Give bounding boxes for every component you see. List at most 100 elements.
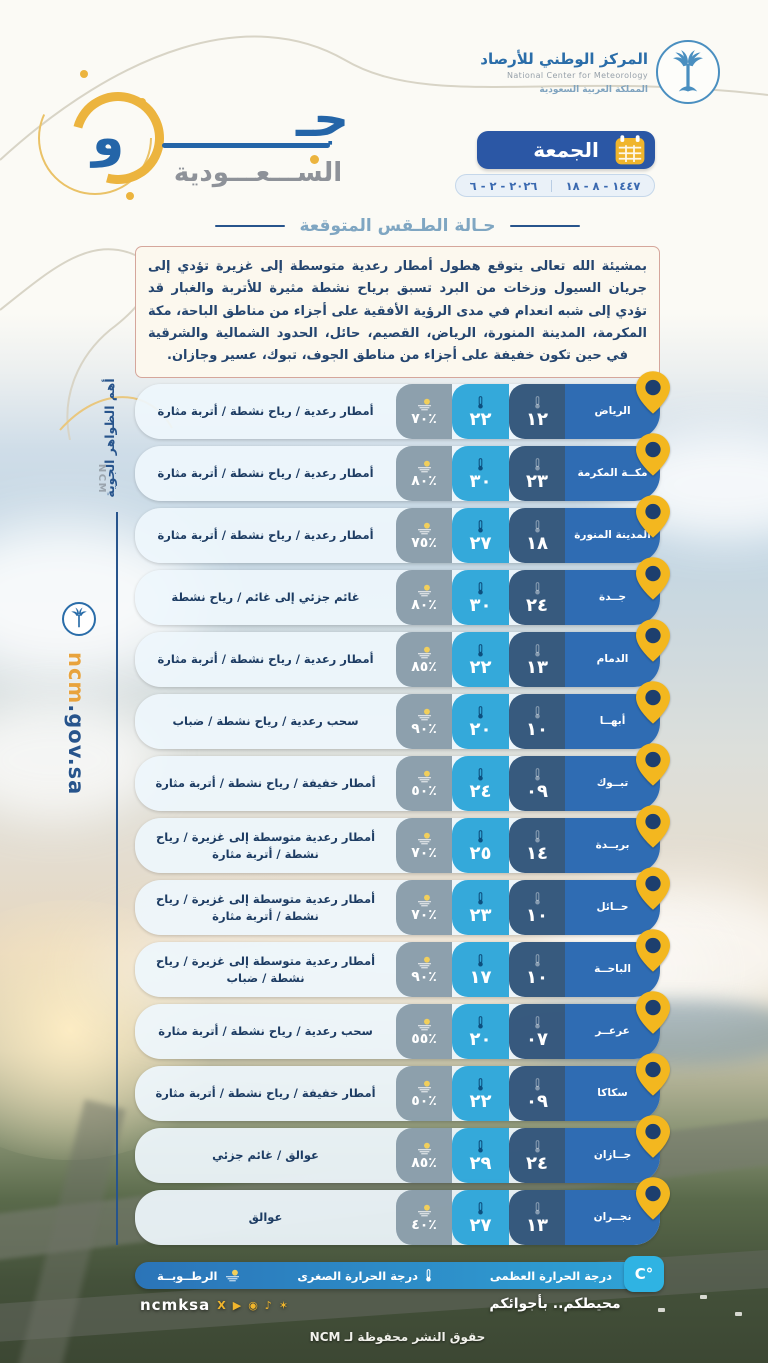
calendar-icon (615, 135, 645, 165)
weather-row: الرياض ١٢ ٢٢ (135, 371, 670, 439)
date-divider (551, 179, 552, 192)
humidity-value: ٨٠٪ (411, 596, 437, 613)
min-temp-value: ١٠ (526, 966, 548, 988)
humidity-cell: ٥٠٪ (396, 756, 452, 811)
copyright-text: حقوق النشر محفوظة لـ NCM (309, 1330, 486, 1344)
location-pin-icon (636, 557, 670, 600)
legend-min-temp: درجة الحرارة الصغرى (297, 1269, 433, 1283)
min-thermometer-icon (534, 1201, 540, 1215)
humidity-value: ٩٠٪ (411, 968, 437, 985)
humidity-sun-icon (417, 956, 431, 969)
weather-description: أمطار خفيفة / رياح نشطة / أتربة مثارة (155, 776, 376, 791)
social-handle: ncmksa (140, 1296, 211, 1314)
max-temp-value: ٢٠ (469, 718, 492, 740)
city-name: الرياض (594, 404, 631, 417)
humidity-value: ٥٥٪ (411, 1030, 437, 1047)
logo-waw-letter: و (92, 108, 125, 168)
max-temp-value: ٢٢ (469, 408, 492, 430)
ncm-header-text: المركز الوطني للأرصاد National Center fo… (468, 50, 648, 95)
hijri-date: ١٤٤٧ - ٨ - ١٨ (565, 178, 641, 193)
title-line (215, 225, 286, 227)
max-temp-value: ٢٠ (469, 1028, 492, 1050)
min-thermometer-icon (534, 519, 540, 533)
min-temp-cell: ١٣ (509, 632, 565, 687)
city-name: عرعــر (595, 1024, 630, 1037)
weather-row: جــدة ٢٤ ٣٠ (135, 557, 670, 625)
humidity-value: ٧٠٪ (411, 410, 437, 427)
celsius-badge: C° (624, 1256, 664, 1292)
humidity-cell: ٩٠٪ (396, 942, 452, 997)
weather-description: سحب رعدية / رياح نشطة / ضباب (172, 714, 359, 729)
max-thermometer-icon (478, 1015, 483, 1029)
humidity-value: ٨٥٪ (411, 1154, 437, 1171)
date-strip: ١٤٤٧ - ٨ - ١٨ ٢٠٢٦ - ٢ - ٦ (455, 174, 655, 197)
min-temp-cell: ١٠ (509, 880, 565, 935)
day-name: الجمعة (533, 138, 599, 162)
humidity-sun-icon (417, 646, 431, 659)
location-pin-icon (636, 743, 670, 786)
min-temp-cell: ١٢ (509, 384, 565, 439)
humidity-cell: ٧٠٪ (396, 384, 452, 439)
social-snapchat-icon: ✶ (278, 1298, 289, 1312)
humidity-sun-icon (417, 1080, 431, 1093)
min-temp-cell: ٢٣ (509, 446, 565, 501)
humidity-cell: ٧٥٪ (396, 508, 452, 563)
min-thermometer-icon (534, 1077, 540, 1091)
humidity-sun-icon (417, 522, 431, 535)
location-pin-icon (636, 371, 670, 414)
weather-description: غائم جزئي إلى غائم / رياح نشطة (171, 590, 360, 605)
legend-thermometer-icon (426, 1269, 431, 1282)
city-name: الدمام (596, 652, 629, 665)
city-name: جــدة (599, 590, 627, 603)
max-temp-value: ٢٩ (469, 1152, 492, 1174)
humidity-value: ٩٠٪ (411, 720, 437, 737)
humidity-cell: ٨٠٪ (396, 446, 452, 501)
weather-row: بريــدة ١٤ ٢٥ (135, 805, 670, 873)
accent-dot (126, 192, 134, 200)
min-temp-value: ١٣ (526, 656, 548, 678)
humidity-value: ٧٠٪ (411, 844, 437, 861)
city-cell: تبــوك (565, 743, 670, 811)
ncm-palm-logo (656, 40, 720, 104)
palm-tree-icon (673, 50, 703, 92)
humidity-cell: ٧٠٪ (396, 880, 452, 935)
city-cell: الدمام (565, 619, 670, 687)
weather-description: عوالق (248, 1210, 283, 1225)
location-pin-icon (636, 681, 670, 724)
max-temp-cell: ٢٢ (452, 384, 509, 439)
weather-rows: الرياض ١٢ ٢٢ (135, 371, 670, 1245)
max-temp-cell: ٢٧ (452, 1190, 509, 1245)
weather-description: سحب رعدية / رياح نشطة / أتربة مثارة (158, 1024, 373, 1039)
city-name: المدينة المنورة (574, 528, 651, 541)
humidity-value: ٧٠٪ (411, 906, 437, 923)
city-name: جــازان (593, 1148, 632, 1161)
max-temp-cell: ٣٠ (452, 446, 509, 501)
max-temp-cell: ٢٩ (452, 1128, 509, 1183)
car (700, 1295, 707, 1299)
social-tiktok-icon: ♪ (264, 1298, 272, 1312)
max-temp-value: ٢٢ (469, 1090, 492, 1112)
weather-row: سكاكا ٠٩ ٢٢ (135, 1053, 670, 1121)
min-temp-value: ٢٤ (526, 594, 548, 616)
min-temp-cell: ١٠ (509, 694, 565, 749)
ncm-name-arabic: المركز الوطني للأرصاد (480, 50, 648, 68)
city-name: أبهــا (599, 714, 626, 727)
max-thermometer-icon (478, 953, 483, 967)
location-pin-icon (636, 929, 670, 972)
weather-row: المدينة المنورة ١٨ ٢٧ (135, 495, 670, 563)
humidity-value: ٨٥٪ (411, 658, 437, 675)
max-temp-value: ٢٧ (469, 1214, 492, 1236)
website-prefix: ncm (64, 652, 88, 705)
legend-humidity-icon (225, 1269, 239, 1282)
humidity-cell: ٥٠٪ (396, 1066, 452, 1121)
ncm-round-badge (62, 602, 96, 636)
weather-row: الباحــة ١٠ ١٧ (135, 929, 670, 997)
weather-description: أمطار رعدية / رياح نشطة / أتربة مثارة (157, 528, 374, 543)
location-pin-icon (636, 619, 670, 662)
min-temp-value: ١٨ (526, 532, 548, 554)
humidity-sun-icon (417, 1142, 431, 1155)
weather-description: أمطار رعدية / رياح نشطة / أتربة مثارة (157, 652, 374, 667)
min-temp-cell: ١٣ (509, 1190, 565, 1245)
city-cell: المدينة المنورة (565, 495, 670, 563)
humidity-value: ٧٥٪ (411, 534, 437, 551)
